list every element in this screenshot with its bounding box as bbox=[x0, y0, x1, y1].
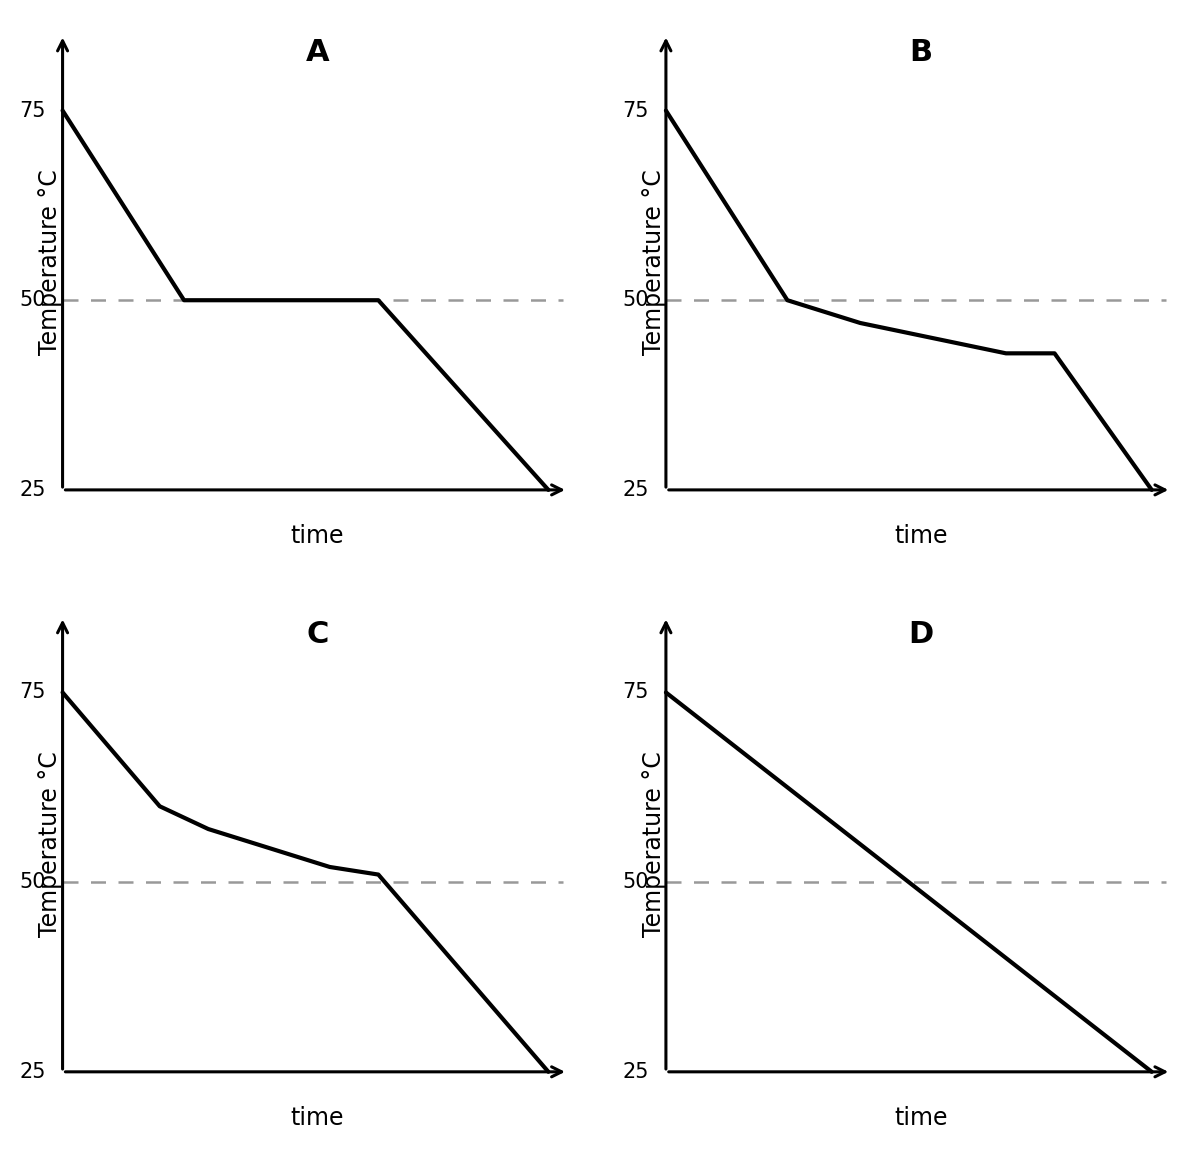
Text: D: D bbox=[908, 621, 934, 650]
Text: 25: 25 bbox=[19, 1062, 46, 1082]
Text: 75: 75 bbox=[623, 101, 649, 120]
Text: 50: 50 bbox=[623, 290, 649, 310]
Text: Temperature °C: Temperature °C bbox=[642, 751, 666, 938]
Text: 25: 25 bbox=[19, 480, 46, 499]
Text: 50: 50 bbox=[19, 290, 46, 310]
Text: 75: 75 bbox=[623, 682, 649, 703]
Text: 50: 50 bbox=[19, 872, 46, 892]
Text: 25: 25 bbox=[623, 480, 649, 499]
Text: 75: 75 bbox=[19, 682, 46, 703]
Text: Temperature °C: Temperature °C bbox=[38, 170, 62, 355]
Text: time: time bbox=[290, 1106, 344, 1129]
Text: C: C bbox=[306, 621, 329, 650]
Text: A: A bbox=[306, 38, 330, 67]
Text: time: time bbox=[894, 524, 948, 548]
Text: 25: 25 bbox=[623, 1062, 649, 1082]
Text: time: time bbox=[894, 1106, 948, 1129]
Text: Temperature °C: Temperature °C bbox=[38, 751, 62, 938]
Text: B: B bbox=[910, 38, 932, 67]
Text: 50: 50 bbox=[623, 872, 649, 892]
Text: time: time bbox=[290, 524, 344, 548]
Text: Temperature °C: Temperature °C bbox=[642, 170, 666, 355]
Text: 75: 75 bbox=[19, 101, 46, 120]
